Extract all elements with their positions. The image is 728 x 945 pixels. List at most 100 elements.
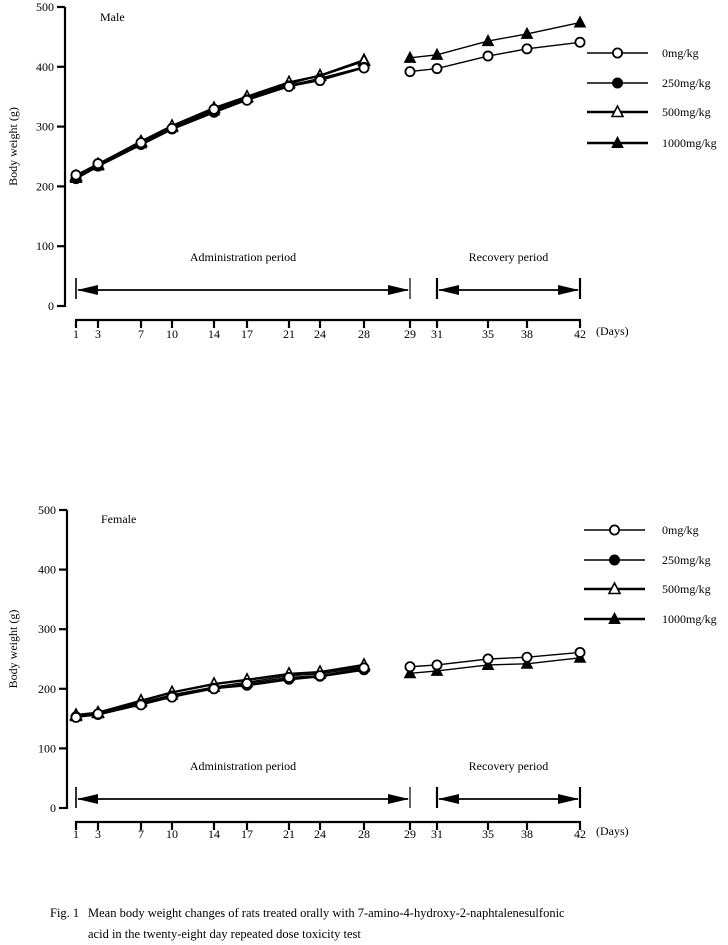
- caption-line-2: acid in the twenty-eight day repeated do…: [88, 927, 361, 941]
- female-y-tick-label: 500: [38, 503, 56, 517]
- female-period-administration: [75, 787, 411, 808]
- data-point: [481, 34, 495, 47]
- legend-item: 1000mg/kg: [584, 611, 717, 626]
- legend-marker: [608, 611, 621, 624]
- female-series-1000mg-per-kg: [69, 650, 587, 722]
- female-y-tick-label: 100: [38, 741, 56, 755]
- male-x-tick-label: 21: [283, 327, 295, 341]
- female-x-tick-label: 3: [95, 827, 101, 841]
- female-x-tick-label: 29: [404, 827, 416, 841]
- male-y-tick-label: 100: [36, 239, 54, 253]
- data-point: [166, 691, 178, 703]
- data-point: [521, 43, 533, 55]
- male-y-tick-label: 0: [48, 299, 54, 313]
- female-period-recovery: [435, 787, 582, 808]
- data-point: [404, 66, 416, 78]
- female-y-tick-label: 0: [50, 801, 56, 815]
- data-point: [70, 711, 82, 723]
- legend-item: 250mg/kg: [584, 553, 711, 567]
- data-point: [208, 103, 220, 115]
- male-x-tick-label: 10: [166, 327, 178, 341]
- female-x-tick-label: 24: [314, 827, 326, 841]
- legend-item: 500mg/kg: [587, 104, 711, 119]
- data-point: [358, 62, 370, 74]
- data-point: [482, 653, 494, 665]
- female-x-tick-label: 42: [574, 827, 586, 841]
- female-period-label: Administration period: [190, 759, 296, 773]
- legend-item: 0mg/kg: [587, 46, 699, 60]
- male-y-tick-label: 500: [36, 0, 54, 14]
- female-y-tick-label: 300: [38, 622, 56, 636]
- male-x-tick-label: 24: [314, 327, 326, 341]
- data-point: [70, 169, 82, 181]
- data-point: [283, 81, 295, 93]
- data-point: [314, 75, 326, 87]
- male-period-administration: [75, 278, 411, 299]
- male-x-tick-label: 42: [574, 327, 586, 341]
- male-x-tick-label: 7: [138, 327, 144, 341]
- male-x-axis-label: (Days): [596, 324, 629, 338]
- female-panel-title: Female: [101, 512, 136, 526]
- legend-label: 500mg/kg: [662, 582, 711, 596]
- data-point: [135, 699, 147, 711]
- female-x-tick-label: 7: [138, 827, 144, 841]
- data-point: [403, 50, 417, 63]
- arrow-head-right: [558, 794, 579, 804]
- female-series-0mg-per-kg: [70, 646, 586, 723]
- arrow-head-left: [438, 285, 459, 295]
- female-x-tick-label: 17: [241, 827, 253, 841]
- male-series-1000mg-per-kg: [69, 15, 587, 184]
- data-point: [283, 671, 295, 683]
- male-period-recovery: [435, 278, 582, 299]
- female-x-tick-label: 14: [208, 827, 220, 841]
- male-x-tick-label: 14: [208, 327, 220, 341]
- male-x-tick-label: 1: [73, 327, 79, 341]
- male-legend: 0mg/kg 250mg/kg 500mg/kg 1000mg/kg: [587, 46, 717, 150]
- male-x-tick-label: 38: [521, 327, 533, 341]
- data-point: [92, 708, 104, 720]
- data-point: [482, 50, 494, 62]
- male-x-tick-label: 17: [241, 327, 253, 341]
- legend-label: 1000mg/kg: [662, 612, 717, 626]
- male-x-tick-label: 29: [404, 327, 416, 341]
- data-point: [135, 137, 147, 149]
- data-point: [431, 63, 443, 75]
- female-y-axis-label: Body weight (g): [6, 610, 20, 689]
- male-panel-title: Male: [100, 10, 125, 24]
- arrow-head-right: [388, 285, 409, 295]
- data-point: [241, 677, 253, 689]
- arrow-head-right: [558, 285, 579, 295]
- legend-marker: [610, 104, 625, 118]
- male-x-tick-label: 31: [431, 327, 443, 341]
- data-point: [314, 670, 326, 682]
- male-y-tick-label: 200: [36, 179, 54, 193]
- data-point: [431, 659, 443, 671]
- male-x-tick-label: 3: [95, 327, 101, 341]
- male-series-0mg-per-kg: [70, 36, 586, 181]
- female-x-tick-label: 28: [358, 827, 370, 841]
- data-point: [573, 15, 587, 28]
- male-x-tick-label: 28: [358, 327, 370, 341]
- female-period-label: Recovery period: [469, 759, 549, 773]
- figure-label: Fig. 1: [50, 906, 80, 920]
- male-y-tick-label: 300: [36, 120, 54, 134]
- data-point: [404, 661, 416, 673]
- arrow-head-left: [77, 285, 98, 295]
- male-x-tick-label: 35: [482, 327, 494, 341]
- caption-line-1: Mean body weight changes of rats treated…: [88, 906, 565, 920]
- data-point: [521, 651, 533, 663]
- female-x-tick-label: 38: [521, 827, 533, 841]
- legend-item: 500mg/kg: [584, 581, 711, 596]
- data-point: [403, 666, 417, 679]
- female-x-tick-label: 10: [166, 827, 178, 841]
- female-x-tick-label: 35: [482, 827, 494, 841]
- legend-label: 1000mg/kg: [662, 136, 717, 150]
- data-point: [92, 158, 104, 170]
- legend-marker: [612, 77, 623, 89]
- data-point: [574, 36, 586, 48]
- male-y-tick-label: 400: [36, 60, 54, 74]
- data-point: [430, 47, 444, 60]
- data-point: [358, 662, 370, 674]
- female-x-tick-label: 31: [431, 827, 443, 841]
